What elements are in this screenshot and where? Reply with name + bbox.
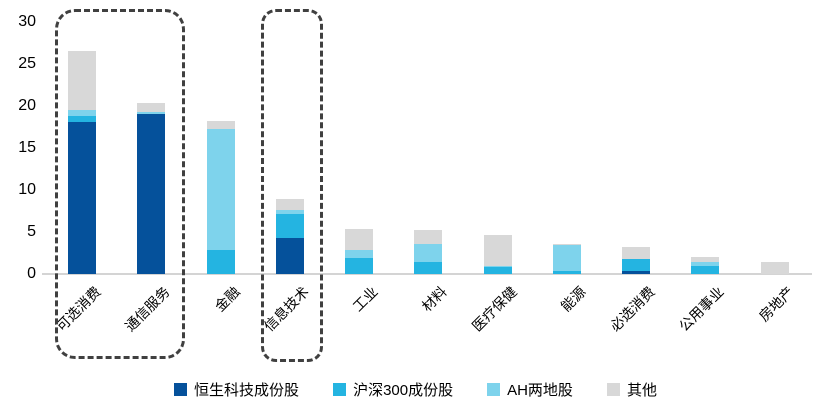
bar-可选消费 (68, 51, 96, 274)
bar-segment-沪深300成份股 (275, 214, 304, 238)
bar-工业 (345, 229, 373, 274)
x-axis-line (42, 273, 812, 275)
bar-segment-AH两地股 (483, 265, 512, 268)
y-tick-label: 10 (18, 181, 36, 198)
y-tick-label: 25 (18, 55, 36, 72)
bar-segment-沪深300成份股 (68, 116, 96, 122)
bar-能源 (552, 243, 581, 274)
bar-segment-沪深300成份股 (483, 267, 512, 274)
bar-segment-AH两地股 (206, 128, 235, 250)
bar-segment-其他 (414, 229, 443, 244)
bar-segment-其他 (68, 51, 96, 111)
legend-item-其他: 其他 (606, 379, 657, 400)
bar-金融 (206, 121, 235, 274)
bar-信息技术 (275, 199, 304, 274)
y-tick-label: 30 (18, 13, 36, 30)
bar-segment-恒生科技成份股 (68, 121, 96, 274)
x-category-label-公用事业: 公用事业 (676, 283, 727, 335)
bar-segment-恒生科技成份股 (622, 270, 650, 274)
bar-segment-沪深300成份股 (345, 258, 373, 274)
bar-segment-AH两地股 (137, 111, 166, 115)
x-category-label-房地产: 房地产 (755, 283, 797, 325)
bar-segment-AH两地股 (68, 110, 96, 117)
bar-必选消费 (622, 247, 650, 274)
legend-label: AH两地股 (507, 382, 573, 399)
bar-公用事业 (691, 257, 720, 274)
bar-segment-沪深300成份股 (552, 270, 581, 274)
x-category-label-医疗保健: 医疗保健 (468, 283, 520, 335)
bar-segment-沪深300成份股 (691, 266, 720, 274)
bar-segment-沪深300成份股 (622, 258, 650, 271)
bar-医疗保健 (483, 234, 512, 274)
bar-segment-其他 (760, 262, 789, 274)
bar-segment-其他 (483, 234, 512, 266)
legend-label: 其他 (626, 382, 657, 399)
legend-swatch-icon (174, 383, 188, 396)
y-tick-label: 20 (18, 97, 36, 114)
bar-segment-AH两地股 (345, 249, 373, 259)
legend-label: 沪深300成份股 (353, 382, 454, 399)
bar-segment-恒生科技成份股 (275, 237, 304, 274)
bar-房地产 (760, 262, 789, 274)
bar-segment-其他 (275, 199, 304, 211)
legend-item-恒生科技成份股: 恒生科技成份股 (174, 379, 299, 400)
highlight-dashed-box-info-tech (261, 9, 323, 362)
x-category-label-必选消费: 必选消费 (606, 283, 658, 335)
x-category-label-材料: 材料 (418, 283, 450, 315)
y-tick-label: 0 (27, 265, 36, 282)
bar-通信服务 (137, 103, 166, 274)
bar-segment-其他 (691, 257, 720, 263)
bar-segment-其他 (552, 243, 581, 245)
highlight-dashed-box-consumer-telecom (55, 9, 185, 359)
bar-segment-AH两地股 (414, 243, 443, 263)
legend-item-AH两地股: AH两地股 (487, 379, 573, 400)
bar-segment-沪深300成份股 (206, 249, 235, 274)
y-tick-label: 15 (18, 139, 36, 156)
legend-swatch-icon (333, 383, 347, 396)
legend-swatch-icon (487, 383, 501, 396)
y-tick-label: 5 (27, 223, 36, 240)
bar-segment-AH两地股 (552, 244, 581, 271)
bar-segment-恒生科技成份股 (137, 114, 166, 274)
legend-swatch-icon (606, 383, 620, 396)
x-category-label-能源: 能源 (557, 283, 589, 315)
bar-segment-其他 (206, 121, 235, 129)
chart-legend: 恒生科技成份股 沪深300成份股 AH两地股 其他 (0, 379, 831, 400)
bar-segment-其他 (622, 247, 650, 259)
bar-segment-AH两地股 (691, 262, 720, 267)
bar-segment-其他 (345, 229, 373, 250)
bar-segment-AH两地股 (275, 210, 304, 215)
bar-segment-其他 (137, 103, 166, 112)
bar-segment-沪深300成份股 (414, 262, 443, 274)
bar-材料 (414, 229, 443, 274)
x-category-label-金融: 金融 (211, 283, 243, 315)
legend-item-沪深300成份股: 沪深300成份股 (333, 379, 453, 400)
x-category-label-工业: 工业 (349, 283, 381, 315)
legend-label: 恒生科技成份股 (194, 382, 300, 399)
